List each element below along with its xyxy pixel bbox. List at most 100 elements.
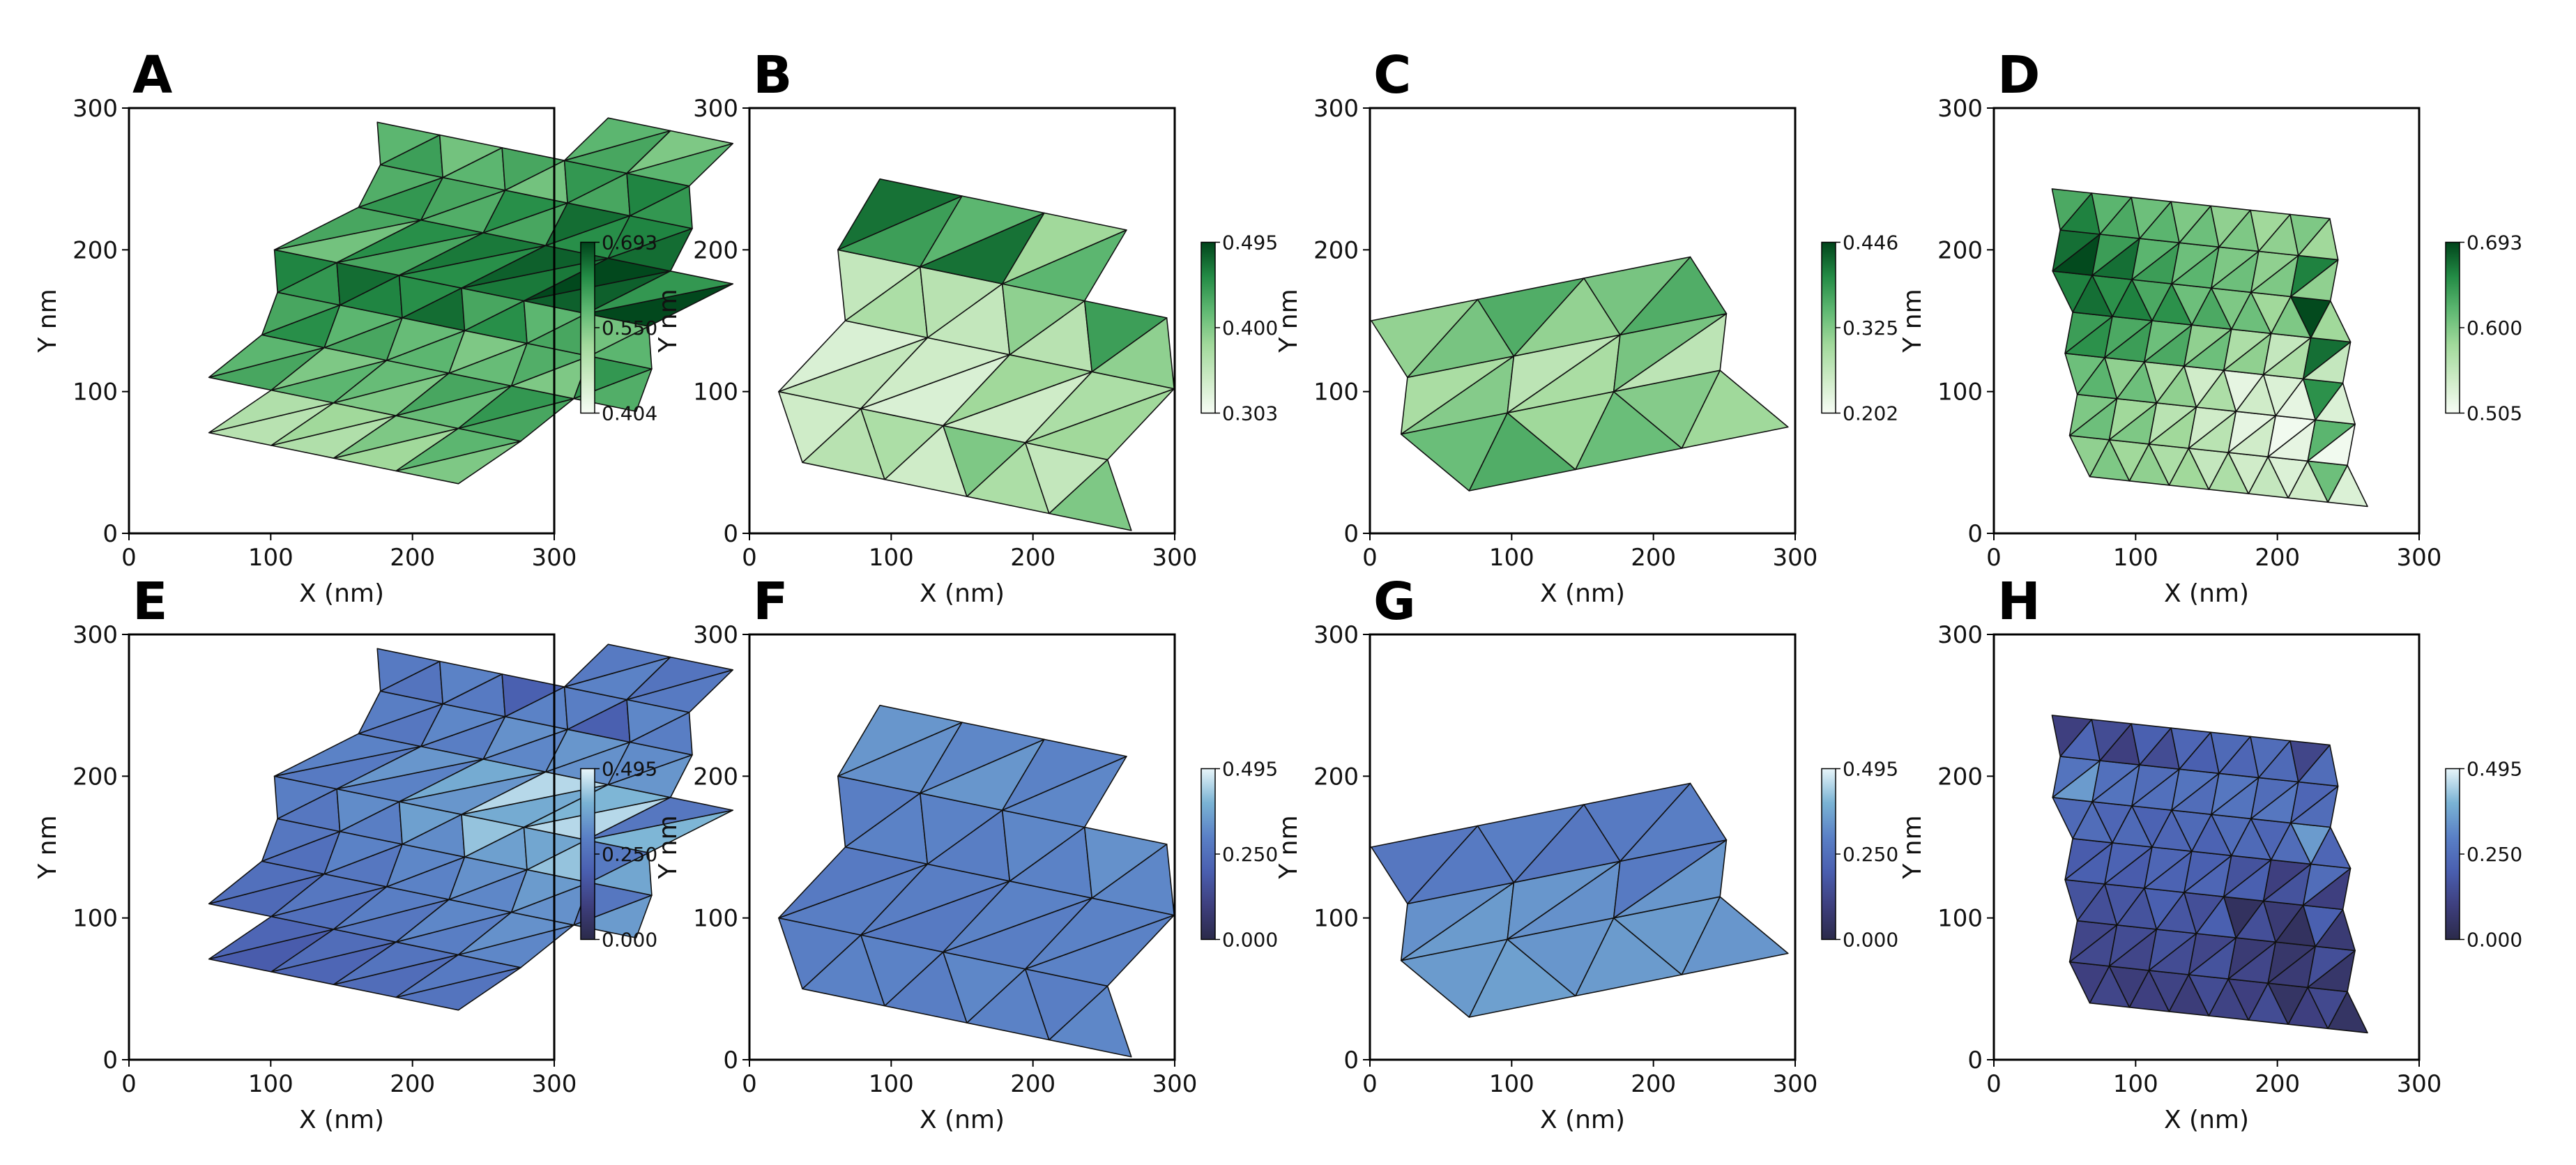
y-tick-label: 100	[1937, 379, 1983, 406]
y-axis-label: Y nm	[654, 289, 683, 353]
y-tick-label: 300	[1313, 95, 1359, 123]
colorbar	[580, 768, 595, 941]
mesh-cell	[2170, 727, 2211, 770]
colorbar-tick-label: 0.550	[602, 317, 657, 340]
y-axis-label: Y nm	[1898, 289, 1927, 353]
panel-A: A 0 100 200 300 0 100 200 300 X (nm) Y nm 0.404 0.55…	[33, 45, 733, 608]
mesh-cell	[626, 656, 733, 701]
y-tick-label: 0	[1967, 1046, 1983, 1074]
mesh-cell	[2131, 723, 2172, 766]
mesh-cell	[837, 178, 963, 251]
x-tick-label: 200	[1010, 1070, 1055, 1098]
mesh-cell	[2250, 209, 2291, 252]
x-tick-label: 0	[1986, 544, 2002, 572]
x-tick-label: 100	[1489, 544, 1534, 572]
x-tick-label: 200	[2255, 544, 2300, 572]
colorbar-tick-label: 0.250	[2467, 843, 2522, 866]
colorbar	[580, 241, 595, 414]
mesh-cell	[837, 704, 963, 777]
x-tick-label: 0	[1362, 1070, 1378, 1098]
colorbar	[1201, 768, 1216, 941]
x-tick-label: 100	[2113, 1070, 2158, 1098]
colorbar	[2445, 768, 2460, 941]
x-tick-label: 300	[1773, 1070, 1818, 1098]
y-axis-label: Y nm	[1274, 289, 1303, 353]
colorbar-tick-label: 0.693	[2467, 231, 2522, 254]
y-tick-label: 0	[102, 1046, 118, 1074]
mesh-cell	[563, 644, 671, 688]
x-tick-label: 200	[390, 544, 435, 572]
x-tick-label: 100	[248, 544, 294, 572]
x-tick-label: 200	[390, 1070, 435, 1098]
x-axis-label: X (nm)	[920, 1106, 1005, 1134]
panel-C: C 0 100 200 300 0 100 200 300 X (nm) Y nm 0.202 0.32…	[1274, 45, 1898, 608]
colorbar	[2445, 241, 2460, 414]
y-tick-label: 100	[693, 379, 738, 406]
mesh-cell	[1477, 277, 1585, 357]
colorbar-tick-label: 0.000	[602, 929, 657, 952]
y-tick-label: 0	[723, 1046, 738, 1074]
x-tick-label: 0	[742, 544, 757, 572]
mesh-cell	[501, 673, 565, 717]
y-tick-label: 100	[1313, 379, 1359, 406]
y-axis-label: Y nm	[1898, 815, 1927, 879]
y-tick-label: 0	[1343, 520, 1359, 548]
y-tick-label: 100	[73, 379, 118, 406]
panel-letter: H	[1997, 572, 2041, 632]
x-tick-label: 0	[1362, 544, 1378, 572]
axes-frame	[748, 633, 1176, 1061]
panel-letter: E	[132, 572, 168, 632]
x-tick-label: 300	[2397, 1070, 2442, 1098]
y-tick-label: 300	[1937, 95, 1983, 123]
x-axis-label: X (nm)	[2164, 579, 2249, 608]
mesh	[208, 644, 733, 1011]
mesh	[208, 117, 733, 485]
x-tick-label: 0	[742, 1070, 757, 1098]
mesh-cell	[2091, 719, 2132, 761]
colorbar-tick-label: 0.495	[1843, 758, 1898, 781]
y-tick-label: 300	[1937, 621, 1983, 649]
y-tick-label: 200	[1937, 763, 1983, 791]
panel-D: D 0 100 200 300 0 100 200 300 X (nm) Y nm 0.505 0.60…	[1898, 45, 2522, 608]
x-tick-label: 300	[2397, 544, 2442, 572]
y-tick-label: 0	[1343, 1046, 1359, 1074]
colorbar-tick-label: 0.000	[1843, 929, 1898, 952]
x-tick-label: 300	[1152, 544, 1198, 572]
panel-letter: B	[753, 45, 792, 105]
x-axis-label: X (nm)	[920, 579, 1005, 608]
colorbar	[1821, 241, 1836, 414]
colorbar-tick-label: 0.325	[1843, 317, 1898, 340]
mesh-cell	[1083, 826, 1168, 899]
mesh-cell	[2289, 740, 2331, 783]
mesh-cell	[626, 130, 733, 174]
x-axis-label: X (nm)	[2164, 1106, 2249, 1134]
mesh-cell	[501, 147, 565, 191]
colorbar-tick-label: 0.250	[1843, 843, 1898, 866]
mesh-cell	[376, 121, 441, 166]
colorbar-tick-label: 0.693	[602, 231, 657, 254]
mesh	[2051, 188, 2368, 508]
y-tick-label: 200	[1937, 236, 1983, 264]
panel-H: H 0 100 200 300 0 100 200 300 X (nm) Y nm 0.000 0.25…	[1898, 572, 2522, 1134]
y-tick-label: 0	[1967, 520, 1983, 548]
panel-G: G 0 100 200 300 0 100 200 300 X (nm) Y nm 0.000 0.25…	[1274, 572, 1898, 1134]
y-tick-label: 300	[693, 621, 738, 649]
mesh	[778, 704, 1175, 1058]
mesh	[1371, 782, 1789, 1018]
x-tick-label: 100	[869, 1070, 914, 1098]
mesh-cell	[1083, 300, 1168, 373]
x-tick-label: 100	[869, 544, 914, 572]
y-tick-label: 200	[693, 763, 738, 791]
colorbar-tick-label: 0.000	[2467, 929, 2522, 952]
axes-frame	[128, 633, 556, 1061]
y-tick-label: 100	[73, 905, 118, 933]
y-tick-label: 300	[73, 621, 118, 649]
mesh-cell	[1477, 804, 1585, 883]
mesh-cell	[2210, 205, 2251, 248]
y-tick-label: 100	[1313, 905, 1359, 933]
colorbar-tick-label: 0.000	[1222, 929, 1278, 952]
x-tick-label: 200	[1631, 544, 1676, 572]
y-tick-label: 200	[73, 763, 118, 791]
mesh	[2051, 715, 2368, 1034]
